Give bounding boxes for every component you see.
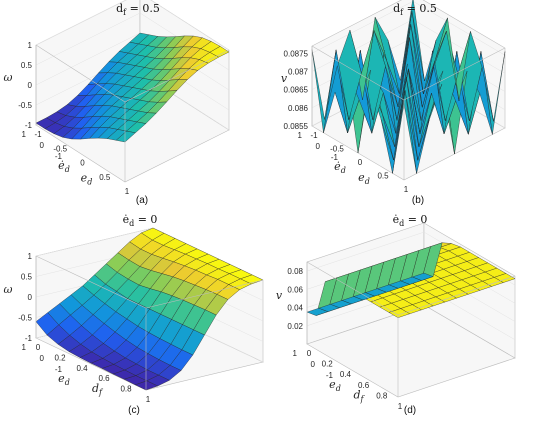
z-tick-label: -1 [25, 334, 33, 343]
x-axis-label: ed [358, 171, 370, 186]
z-tick-label: -0.5 [18, 314, 32, 323]
y-tick-label: 1 [298, 131, 303, 140]
y-tick-label: -1 [55, 152, 63, 161]
z-tick-label: -0.5 [18, 101, 32, 110]
y-axis-label: ėd [58, 159, 70, 174]
z-axis-label: v [276, 289, 283, 302]
x-tick-label: 0.6 [358, 381, 370, 390]
x-tick-label: -0.5 [53, 144, 67, 153]
panel-title: df = 0.5 [393, 2, 437, 17]
box-edge [397, 275, 516, 316]
y-tick-label: -1 [326, 371, 334, 380]
panel-caption: (d) [404, 405, 416, 416]
x-axis-label: df [92, 382, 104, 397]
x-tick-label: 0 [307, 349, 312, 358]
panel-title: df = 0.5 [116, 2, 160, 17]
x-tick-label: 1 [404, 185, 409, 194]
y-axis-label: ed [329, 378, 341, 393]
z-tick-label: 0.08 [287, 267, 303, 276]
x-tick-label: 0.8 [120, 385, 132, 394]
z-tick-label: 1 [28, 41, 33, 50]
x-tick-label: 1 [146, 395, 151, 404]
box-edge [35, 255, 147, 309]
x-axis-label: ed [81, 172, 93, 187]
x-tick-label: 0 [358, 158, 363, 167]
z-tick-label: 1 [28, 252, 33, 261]
y-tick-label: 1 [22, 343, 27, 352]
x-tick-label: -1 [34, 130, 42, 139]
box-edge [145, 279, 264, 309]
surface-cell [311, 49, 337, 133]
panel-title: ėd = 0 [123, 213, 158, 228]
x-tick-label: 0.5 [377, 172, 389, 181]
x-tick-label: 0.5 [99, 173, 111, 182]
z-tick-label: 0.0875 [284, 49, 309, 58]
box-edge [124, 49, 230, 103]
surface-cell [35, 117, 56, 129]
y-tick-label: 0 [40, 141, 45, 150]
z-tick-label: 0.087 [288, 67, 309, 76]
y-axis-label: ėd [334, 160, 346, 175]
y-tick-label: 0 [40, 354, 45, 363]
x-tick-label: 0 [36, 343, 41, 352]
x-tick-label: 0.2 [322, 360, 334, 369]
z-tick-label: 0.06 [287, 285, 303, 294]
y-axis-label: ed [58, 372, 70, 387]
box-edge [403, 47, 506, 101]
panel-caption: (c) [128, 405, 140, 416]
x-tick-label: -1 [310, 131, 318, 140]
z-tick-label: 0.5 [21, 61, 33, 70]
z-tick-label: 0.04 [287, 304, 303, 313]
y-tick-label: 1 [22, 130, 27, 139]
x-tick-label: 1 [398, 402, 403, 411]
x-tick-label: 0.4 [76, 364, 88, 373]
box-edge [311, 45, 405, 101]
panel-title: ėd = 0 [393, 213, 428, 228]
x-tick-label: -0.5 [330, 145, 344, 154]
x-tick-label: 1 [125, 187, 130, 196]
y-tick-label: -1 [55, 365, 63, 374]
x-axis-label: df [353, 389, 365, 404]
z-gridline [35, 0, 230, 51]
z-axis-label: ω [4, 283, 13, 296]
surface-plot-d: 00.20.40.60.81-1010.020.040.060.08dfedve… [276, 213, 516, 416]
box-edge [306, 261, 399, 316]
z-axis-label: ω [4, 71, 13, 84]
panel-caption: (b) [412, 195, 424, 206]
y-tick-label: 1 [293, 349, 298, 358]
y-tick-label: 0 [311, 360, 316, 369]
surface-cell [306, 308, 328, 316]
x-tick-label: 0 [80, 159, 85, 168]
z-tick-label: 0 [28, 81, 33, 90]
z-tick-label: 0.0855 [284, 122, 309, 131]
surface-cell [35, 312, 59, 336]
z-tick-label: 0.5 [21, 273, 33, 282]
z-tick-label: 0.02 [287, 322, 303, 331]
box-edge [35, 44, 126, 103]
y-tick-label: 0 [316, 142, 321, 151]
z-tick-label: -1 [25, 121, 33, 130]
x-tick-label: 0.4 [340, 370, 352, 379]
y-tick-label: -1 [331, 153, 339, 162]
panel-caption: (a) [136, 195, 148, 206]
z-tick-label: 0.0865 [284, 86, 309, 95]
x-tick-label: 0.6 [98, 374, 110, 383]
z-axis-label: v [281, 72, 288, 85]
surface-plot-b: -1-0.500.51-1010.08550.0860.08650.0870.0… [281, 0, 506, 206]
x-tick-label: 0.8 [376, 391, 388, 400]
x-tick-label: 0.2 [54, 353, 66, 362]
z-tick-label: 0 [28, 293, 33, 302]
z-tick-label: 0.086 [288, 104, 309, 113]
